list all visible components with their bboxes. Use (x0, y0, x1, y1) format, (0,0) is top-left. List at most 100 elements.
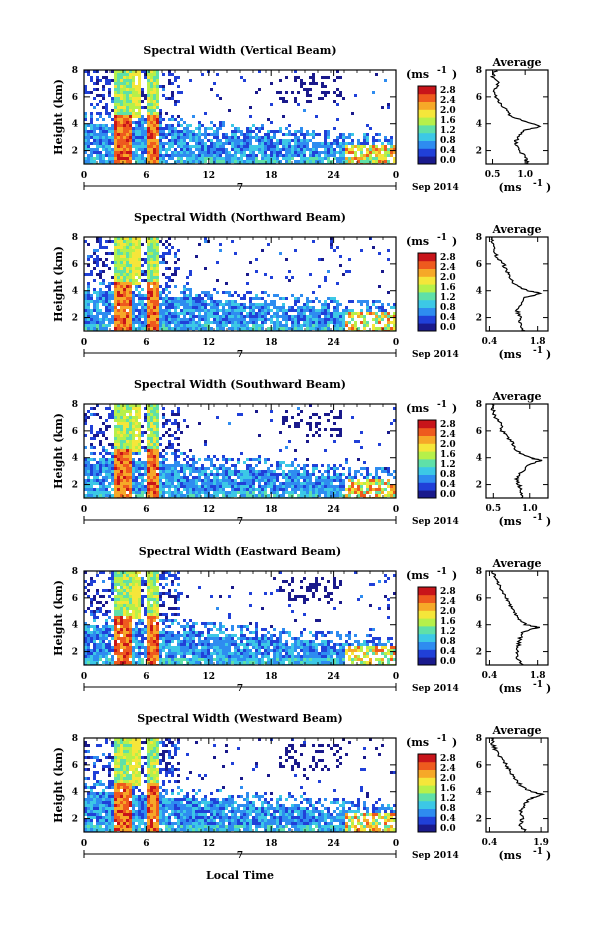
heatmap-cell (156, 106, 159, 109)
heatmap-cell (174, 270, 177, 273)
heatmap-cell (99, 258, 102, 261)
heatmap-cell (144, 136, 147, 139)
heatmap-cell (171, 91, 174, 94)
heatmap-cell (312, 309, 315, 312)
heatmap-cell (153, 145, 156, 148)
heatmap-cell (312, 327, 315, 330)
heatmap-cell (270, 488, 273, 491)
heatmap-cell (108, 312, 111, 315)
heatmap-cell (114, 440, 117, 443)
heatmap-cell (210, 306, 213, 309)
heatmap-cell (219, 303, 222, 306)
heatmap-cell (210, 145, 213, 148)
heatmap-cell (111, 321, 114, 324)
heatmap-cell (357, 470, 360, 473)
heatmap-cell (180, 312, 183, 315)
heatmap-cell (120, 273, 123, 276)
heatmap-cell (87, 315, 90, 318)
heatmap-cell (126, 130, 129, 133)
heatmap-cell (171, 142, 174, 145)
heatmap-cell (327, 76, 330, 79)
heatmap-cell (312, 312, 315, 315)
heatmap-cell (126, 279, 129, 282)
heatmap-cell (84, 88, 87, 91)
heatmap-cell (117, 118, 120, 121)
heatmap-cell (141, 321, 144, 324)
heatmap-cell (132, 407, 135, 410)
heatmap-cell (153, 434, 156, 437)
heatmap-cell (324, 136, 327, 139)
heatmap-cell (135, 416, 138, 419)
heatmap-cell (84, 151, 87, 154)
heatmap-cell (108, 473, 111, 476)
heatmap-cell (210, 303, 213, 306)
heatmap-cell (318, 479, 321, 482)
heatmap-cell (204, 145, 207, 148)
heatmap-cell (96, 476, 99, 479)
heatmap-cell (153, 482, 156, 485)
heatmap-cell (168, 133, 171, 136)
heatmap-cell (84, 133, 87, 136)
heatmap-cell (153, 142, 156, 145)
heatmap-cell (210, 482, 213, 485)
heatmap-cell (153, 118, 156, 121)
heatmap-cell (228, 479, 231, 482)
heatmap-cell (150, 240, 153, 243)
heatmap-cell (309, 491, 312, 494)
heatmap-cell (240, 157, 243, 160)
heatmap-cell (273, 321, 276, 324)
heatmap-cell (132, 464, 135, 467)
heatmap-cell (303, 109, 306, 112)
heatmap-cell (336, 160, 339, 163)
heatmap-cell (213, 467, 216, 470)
heatmap-cell (153, 136, 156, 139)
heatmap-cell (198, 294, 201, 297)
heatmap-cell (156, 249, 159, 252)
heatmap-cell (135, 282, 138, 285)
heatmap-cell (333, 491, 336, 494)
heatmap-cell (333, 324, 336, 327)
heatmap-cell (243, 485, 246, 488)
panel-title: Spectral Width (Vertical Beam) (143, 44, 336, 57)
heatmap-cell (354, 476, 357, 479)
heatmap-cell (87, 91, 90, 94)
heatmap-cell (126, 327, 129, 330)
heatmap-cell (102, 494, 105, 497)
heatmap-cell (342, 318, 345, 321)
heatmap-cell (87, 470, 90, 473)
heatmap-cell (327, 321, 330, 324)
heatmap-cell (312, 142, 315, 145)
heatmap-cell (210, 297, 213, 300)
heatmap-cell (135, 285, 138, 288)
heatmap-cell (213, 473, 216, 476)
heatmap-cell (141, 121, 144, 124)
heatmap-cell (99, 488, 102, 491)
heatmap-cell (93, 476, 96, 479)
heatmap-cell (93, 252, 96, 255)
heatmap-cell (252, 318, 255, 321)
heatmap-cell (114, 258, 117, 261)
heatmap-cell (147, 240, 150, 243)
heatmap-cell (183, 318, 186, 321)
heatmap-cell (177, 464, 180, 467)
heatmap-cell (234, 315, 237, 318)
heatmap-cell (381, 309, 384, 312)
heatmap-cell (123, 154, 126, 157)
heatmap-cell (294, 321, 297, 324)
heatmap-cell (363, 133, 366, 136)
heatmap-cell (237, 461, 240, 464)
heatmap-cell (183, 294, 186, 297)
heatmap-cell (90, 431, 93, 434)
heatmap-cell (144, 94, 147, 97)
heatmap-cell (300, 491, 303, 494)
heatmap-cell (312, 145, 315, 148)
heatmap-cell (213, 124, 216, 127)
heatmap-cell (183, 485, 186, 488)
profile-y-tick-label: 4 (476, 120, 482, 130)
heatmap-cell (318, 434, 321, 437)
heatmap-cell (108, 458, 111, 461)
heatmap-cell (216, 130, 219, 133)
heatmap-cell (105, 136, 108, 139)
heatmap-cell (369, 482, 372, 485)
heatmap-cell (120, 258, 123, 261)
